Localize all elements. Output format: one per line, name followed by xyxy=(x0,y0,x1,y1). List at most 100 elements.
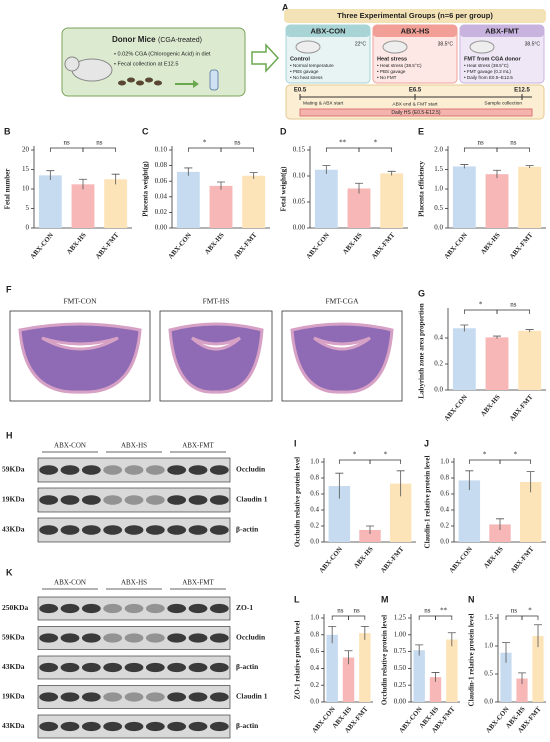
blot-band xyxy=(39,662,59,673)
y-tick-label: 0.8 xyxy=(310,474,319,482)
x-tick-label: ABX-CON xyxy=(305,232,331,261)
error-bar xyxy=(431,672,440,682)
y-tick-label: 15 xyxy=(22,165,30,173)
blot-band xyxy=(124,465,144,475)
y-tick-label: 0.06 xyxy=(155,177,168,185)
panel-label: D xyxy=(280,126,287,136)
groups-title-box xyxy=(284,9,546,23)
y-tick-label: 0.2 xyxy=(434,360,443,368)
blot-band xyxy=(39,465,59,475)
x-tick-label: ABX-FMT xyxy=(233,231,259,260)
panel-label: F xyxy=(6,284,12,294)
blot-band xyxy=(145,662,165,673)
x-tick-label: ABX-CON xyxy=(318,546,344,575)
panel-label: H xyxy=(6,430,13,440)
bar xyxy=(342,657,355,702)
x-tick-label: ABX-CON xyxy=(485,706,511,735)
blot-size: 43KDa xyxy=(2,662,25,671)
blot-protein: β-actin xyxy=(236,525,259,534)
significance-bracket xyxy=(220,147,255,152)
significance-bracket xyxy=(505,615,523,620)
blot-group: ABX-FMT xyxy=(182,442,214,450)
group-name: ABX-HS xyxy=(401,26,430,35)
blot-band xyxy=(60,662,80,673)
blot-band xyxy=(167,633,187,643)
bar xyxy=(532,635,544,702)
group-bullet: • Normal temperature xyxy=(290,63,334,68)
blot-band xyxy=(167,721,187,732)
blot-band xyxy=(60,692,80,702)
y-tick-label: 0.5 xyxy=(484,670,493,678)
error-bar xyxy=(79,178,87,190)
blot-band xyxy=(188,465,208,475)
blot-band xyxy=(145,692,165,702)
group-name: ABX-CON xyxy=(311,26,346,35)
mouse-icon xyxy=(382,40,408,54)
error-bar xyxy=(496,518,504,530)
group-temp: 38.5°C xyxy=(525,41,541,47)
blot-band xyxy=(81,662,101,673)
blot-group: ABX-CON xyxy=(54,442,86,450)
significance-label: * xyxy=(374,139,378,147)
y-tick-label: 0.0 xyxy=(434,386,443,394)
significance-label: * xyxy=(528,607,532,615)
blot-band xyxy=(188,721,208,732)
error-bar xyxy=(249,172,258,179)
blot-strip xyxy=(37,685,231,709)
bar xyxy=(38,175,62,228)
significance-bracket xyxy=(82,147,117,152)
error-bar xyxy=(534,624,542,648)
x-tick-label: ABX-CON xyxy=(398,706,424,735)
group-heading: Control xyxy=(290,56,310,62)
bar xyxy=(176,171,200,228)
x-tick-label: ABX-HS xyxy=(483,546,505,570)
x-tick-label: ABX-CON xyxy=(167,232,193,261)
group-heading: Heat stress xyxy=(377,56,407,62)
blot-band xyxy=(81,465,101,475)
group-temp: 38.5°C xyxy=(438,41,454,47)
y-axis-label: Claudin-1 relative protein level xyxy=(424,456,432,549)
y-tick-label: 0.0 xyxy=(310,698,319,706)
significance-label: ns xyxy=(424,607,431,615)
error-bar xyxy=(502,642,510,663)
error-bar xyxy=(184,167,193,176)
bar xyxy=(380,173,404,228)
blot-protein: Claudin 1 xyxy=(236,692,268,701)
significance-label: * xyxy=(353,451,357,459)
feces-icon xyxy=(118,80,126,86)
x-tick-label: ABX-FMT xyxy=(509,231,535,260)
panel-label: L xyxy=(294,594,300,604)
group-header xyxy=(373,25,457,37)
significance-label: * xyxy=(514,451,518,459)
blot-band xyxy=(39,721,59,732)
group-bullet: • No FMT xyxy=(377,75,397,80)
y-tick-label: 0.8 xyxy=(310,630,319,638)
y-tick-label: 1.00 xyxy=(394,630,407,638)
blot-band xyxy=(188,495,208,505)
x-tick-label: ABX-FMT xyxy=(95,231,121,260)
panel-label: A xyxy=(282,2,289,12)
blot-band xyxy=(167,465,187,475)
x-tick-label: ABX-HS xyxy=(353,546,375,570)
panel-label: J xyxy=(424,438,429,448)
significance-label: ns xyxy=(354,607,361,615)
blot-band xyxy=(124,525,144,535)
significance-label: ns xyxy=(337,607,344,615)
significance-bracket xyxy=(496,309,531,314)
blot-band xyxy=(81,525,101,535)
blot-band xyxy=(124,692,144,702)
significance-bracket xyxy=(499,459,532,464)
blot-band xyxy=(60,721,80,732)
big-arrow xyxy=(251,43,280,73)
blot-protein: β-actin xyxy=(236,721,259,730)
group-bullet: • PBS gavage xyxy=(290,69,319,74)
x-tick-label: ABX-HS xyxy=(342,232,364,256)
blot-band xyxy=(81,692,101,702)
panel-label: G xyxy=(418,288,425,298)
significance-label: ** xyxy=(440,607,448,615)
blot-group: ABX-HS xyxy=(121,579,147,587)
y-tick-label: 0.00 xyxy=(155,224,168,232)
y-tick-label: 0 xyxy=(26,224,30,232)
blot-size: 43KDa xyxy=(2,721,25,730)
